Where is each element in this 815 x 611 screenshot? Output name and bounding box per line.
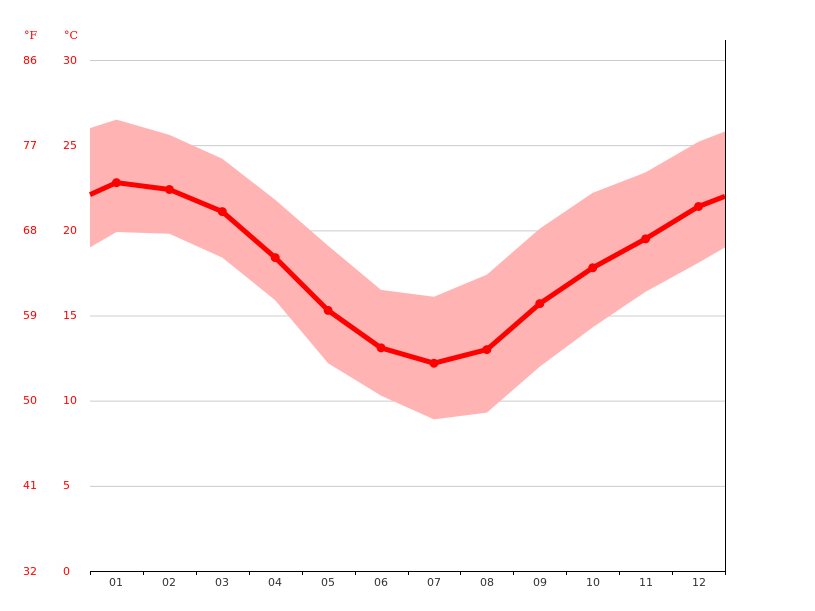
month-label: 02 [162,576,176,589]
c-tick-label: 10 [63,394,77,407]
c-tick-label: 15 [63,309,77,322]
month-label: 07 [427,576,441,589]
axes [90,40,726,575]
month-label: 06 [374,576,388,589]
f-tick-label: 59 [23,309,37,322]
data-point [482,345,492,355]
fahrenheit-unit-label: °F [24,29,38,42]
f-tick-label: 77 [23,139,37,152]
month-label: 04 [268,576,282,589]
data-point [429,358,439,368]
f-tick-label: 41 [23,479,37,492]
data-point [164,184,174,194]
month-label: 01 [109,576,123,589]
average-temperature-line [88,180,726,366]
celsius-unit-label: °C [64,29,78,42]
c-tick-label: 5 [63,479,70,492]
data-point [323,305,333,315]
temperature-range-band [90,119,725,420]
data-point [270,253,280,263]
f-tick-label: 86 [23,54,37,67]
month-label: 05 [321,576,335,589]
c-tick-label: 30 [63,54,77,67]
data-point [376,343,386,353]
f-tick-label: 32 [23,565,37,578]
c-tick-label: 20 [63,224,77,237]
data-point [217,207,227,217]
month-label: 09 [533,576,547,589]
data-point [588,263,598,273]
data-point [111,178,121,188]
month-label: 08 [480,576,494,589]
month-label: 10 [586,576,600,589]
month-label: 03 [215,576,229,589]
data-point [694,201,704,211]
c-tick-label: 0 [63,565,70,578]
data-point [641,234,651,244]
month-label: 11 [639,576,653,589]
data-points [111,178,704,368]
data-point [535,299,545,309]
c-tick-label: 25 [63,139,77,152]
f-tick-label: 68 [23,224,37,237]
f-tick-label: 50 [23,394,37,407]
month-label: 12 [692,576,706,589]
